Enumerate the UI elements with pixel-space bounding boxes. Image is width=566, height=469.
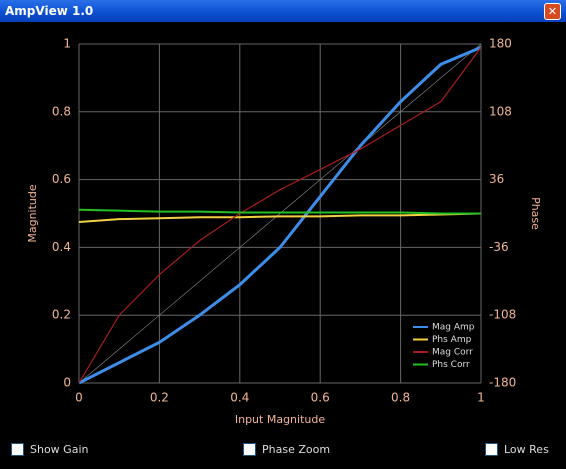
y2-tick-label: 180 bbox=[489, 37, 512, 51]
y2-tick-label: -36 bbox=[489, 240, 509, 254]
series-line bbox=[78, 46, 482, 385]
x-tick-label: 0 bbox=[75, 391, 83, 405]
y2-tick-label: -180 bbox=[489, 376, 516, 390]
series-line bbox=[78, 208, 481, 215]
checkbox-label: Phase Zoom bbox=[262, 443, 331, 456]
series-line bbox=[78, 47, 482, 384]
title-bar: AmpView 1.0 ✕ bbox=[0, 0, 566, 22]
y-tick-label: 0.4 bbox=[52, 240, 71, 254]
y-tick-label: 0.8 bbox=[52, 104, 71, 118]
x-axis-label: Input Magnitude bbox=[235, 413, 325, 426]
close-button[interactable]: ✕ bbox=[544, 3, 561, 20]
legend-label: Mag Corr bbox=[432, 348, 473, 358]
y-tick-label: 0.6 bbox=[52, 172, 71, 186]
checkbox[interactable]: Phase Zoom bbox=[243, 443, 330, 456]
legend-label: Phs Corr bbox=[432, 360, 470, 370]
x-tick-label: 0.2 bbox=[150, 391, 169, 405]
y-tick-label: 1 bbox=[63, 37, 71, 51]
series-line bbox=[78, 212, 482, 223]
checkbox-label: Low Res bbox=[504, 443, 549, 456]
checkbox[interactable]: Show Gain bbox=[11, 443, 88, 456]
checkbox[interactable]: Low Res bbox=[485, 443, 549, 456]
y-tick-label: 0.2 bbox=[52, 308, 71, 322]
window-title: AmpView 1.0 bbox=[5, 4, 94, 18]
legend-label: Phs Amp bbox=[432, 335, 472, 345]
x-tick-label: 1 bbox=[477, 391, 485, 405]
legend-label: Mag Amp bbox=[432, 323, 475, 333]
x-tick-label: 0.4 bbox=[230, 391, 249, 405]
x-tick-label: 0.8 bbox=[391, 391, 410, 405]
x-tick-label: 0.6 bbox=[311, 391, 330, 405]
y-tick-label: 0 bbox=[63, 376, 71, 390]
chart: 0 0.2 0.4 0.6 0.8 1 0 0.2 0.4 0.6 0.8 1 -180 -108 -36 3… bbox=[26, 37, 542, 427]
y-axis-label: Magnitude bbox=[26, 184, 39, 243]
y2-tick-label: 36 bbox=[489, 172, 504, 186]
y2-axis-label: Phase bbox=[529, 197, 542, 230]
y2-tick-label: 108 bbox=[489, 104, 512, 118]
y2-tick-label: -108 bbox=[489, 308, 516, 322]
checkbox-label: Show Gain bbox=[30, 443, 89, 456]
